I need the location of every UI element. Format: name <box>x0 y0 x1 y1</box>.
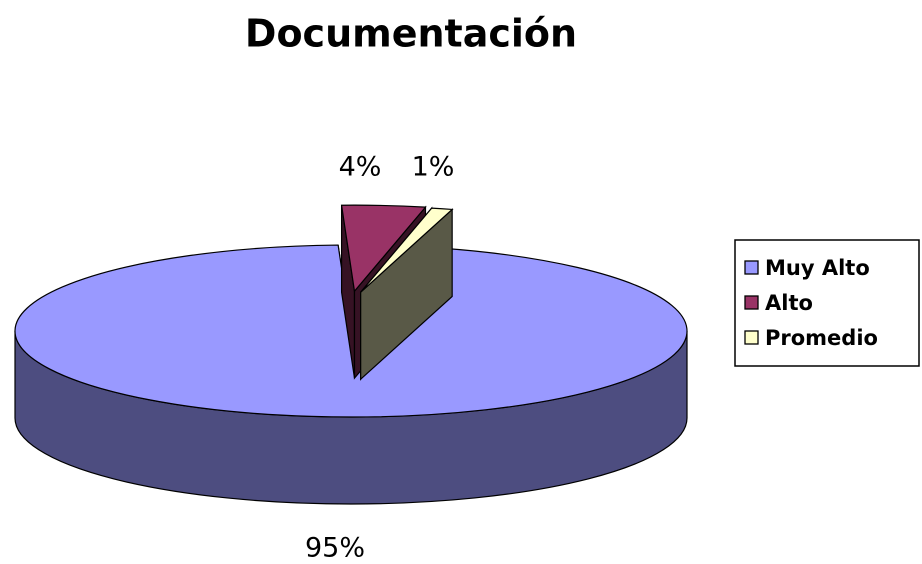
slice <box>14 244 688 505</box>
chart-title: Documentación <box>245 12 577 56</box>
slice-top <box>360 207 454 293</box>
legend-swatch <box>744 330 759 345</box>
legend-label: Promedio <box>765 326 878 350</box>
legend-box <box>734 239 920 367</box>
data-label: 1% <box>412 152 455 183</box>
legend-swatch <box>744 260 759 275</box>
legend-swatch <box>744 295 759 310</box>
data-label: 95% <box>305 533 365 564</box>
slice-top <box>340 204 427 293</box>
slice <box>360 206 454 381</box>
legend-label: Muy Alto <box>765 256 870 280</box>
data-label: 4% <box>339 152 382 183</box>
legend-label: Alto <box>765 291 813 315</box>
